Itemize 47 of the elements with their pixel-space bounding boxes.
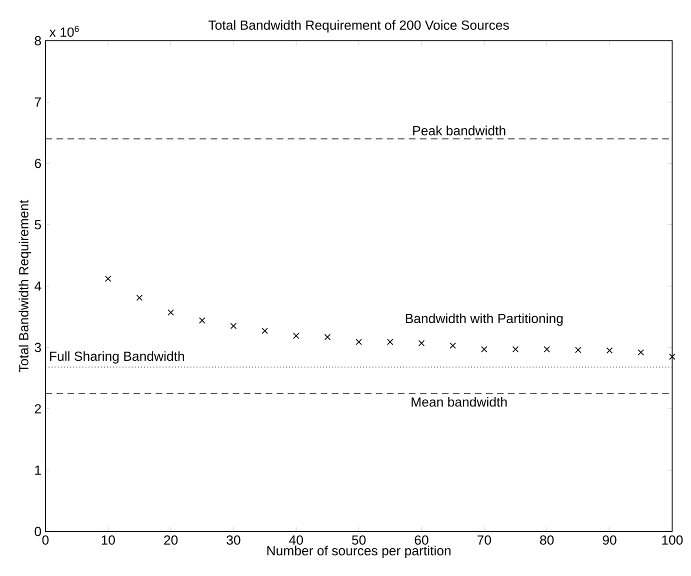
point — [198, 317, 206, 324]
x-tick-label: 50 — [352, 535, 366, 545]
y-tick-label: 4 — [34, 282, 42, 291]
x-tick-label: 40 — [289, 535, 303, 545]
ref-line-label: Full Sharing Bandwidth — [50, 351, 184, 364]
y-tick-label: 1 — [35, 466, 41, 475]
point — [292, 332, 300, 339]
y-axis-title: Total Bandwidth Requirement — [18, 200, 32, 372]
x-tick-label: 10 — [102, 535, 115, 545]
y-tick-label: 5 — [34, 220, 41, 230]
point — [418, 340, 425, 346]
point — [356, 338, 362, 346]
point — [450, 342, 456, 349]
y-tick-label: 8 — [34, 36, 41, 46]
series-label: Bandwidth with Partitioning — [406, 313, 563, 326]
y-tick-label: 2 — [34, 404, 41, 414]
point — [168, 309, 174, 316]
x-tick-label: 20 — [164, 535, 178, 545]
x-tick-label: 30 — [226, 535, 240, 545]
y-tick-label: 6 — [34, 158, 41, 168]
ref-line-label: Mean bandwidth — [412, 396, 507, 407]
y-tick-label: 3 — [34, 342, 41, 352]
x-tick-label: 70 — [477, 535, 492, 545]
point — [324, 334, 331, 340]
point — [136, 294, 143, 301]
ref-line-label: Peak bandwidth — [413, 126, 506, 136]
chart-title: Total Bandwidth Requirement of 200 Voice Sources — [208, 20, 509, 32]
point — [262, 328, 268, 334]
point — [606, 347, 613, 354]
x-tick-label: 100 — [662, 535, 683, 545]
point — [104, 276, 112, 282]
point — [512, 346, 519, 352]
point — [481, 346, 488, 352]
point — [544, 346, 550, 352]
x-tick-label: 60 — [414, 535, 428, 545]
point — [386, 338, 394, 346]
y-tick-label: 0 — [34, 526, 42, 536]
point — [638, 349, 644, 356]
text: x 10$^{6}$ — [49, 26, 79, 37]
point — [230, 322, 237, 330]
point — [575, 346, 582, 354]
point — [669, 353, 676, 360]
y-tick-label: 7 — [34, 98, 41, 107]
x-tick-label: 0 — [42, 535, 49, 545]
x-tick-label: 90 — [602, 535, 616, 545]
x-tick-label: 80 — [540, 535, 554, 545]
x-axis-title: Number of sources per partition — [267, 546, 450, 558]
